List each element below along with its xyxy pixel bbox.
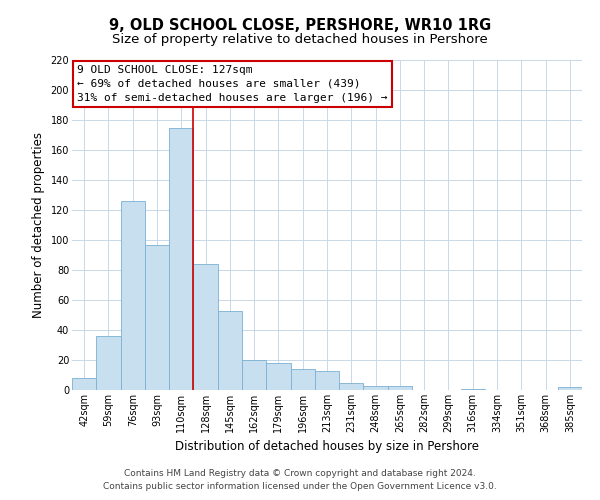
- Bar: [266, 363, 290, 390]
- Bar: [169, 128, 193, 390]
- Y-axis label: Number of detached properties: Number of detached properties: [32, 132, 45, 318]
- Bar: [558, 387, 582, 390]
- Bar: [218, 310, 242, 390]
- Bar: [242, 360, 266, 390]
- Text: Size of property relative to detached houses in Pershore: Size of property relative to detached ho…: [112, 32, 488, 46]
- Bar: [339, 382, 364, 390]
- Text: Contains public sector information licensed under the Open Government Licence v3: Contains public sector information licen…: [103, 482, 497, 491]
- Bar: [364, 386, 388, 390]
- Bar: [290, 369, 315, 390]
- Bar: [121, 201, 145, 390]
- Text: 9 OLD SCHOOL CLOSE: 127sqm
← 69% of detached houses are smaller (439)
31% of sem: 9 OLD SCHOOL CLOSE: 127sqm ← 69% of deta…: [77, 65, 388, 103]
- Text: Contains HM Land Registry data © Crown copyright and database right 2024.: Contains HM Land Registry data © Crown c…: [124, 468, 476, 477]
- Text: 9, OLD SCHOOL CLOSE, PERSHORE, WR10 1RG: 9, OLD SCHOOL CLOSE, PERSHORE, WR10 1RG: [109, 18, 491, 32]
- Bar: [72, 378, 96, 390]
- X-axis label: Distribution of detached houses by size in Pershore: Distribution of detached houses by size …: [175, 440, 479, 454]
- Bar: [96, 336, 121, 390]
- Bar: [193, 264, 218, 390]
- Bar: [315, 370, 339, 390]
- Bar: [145, 244, 169, 390]
- Bar: [461, 388, 485, 390]
- Bar: [388, 386, 412, 390]
